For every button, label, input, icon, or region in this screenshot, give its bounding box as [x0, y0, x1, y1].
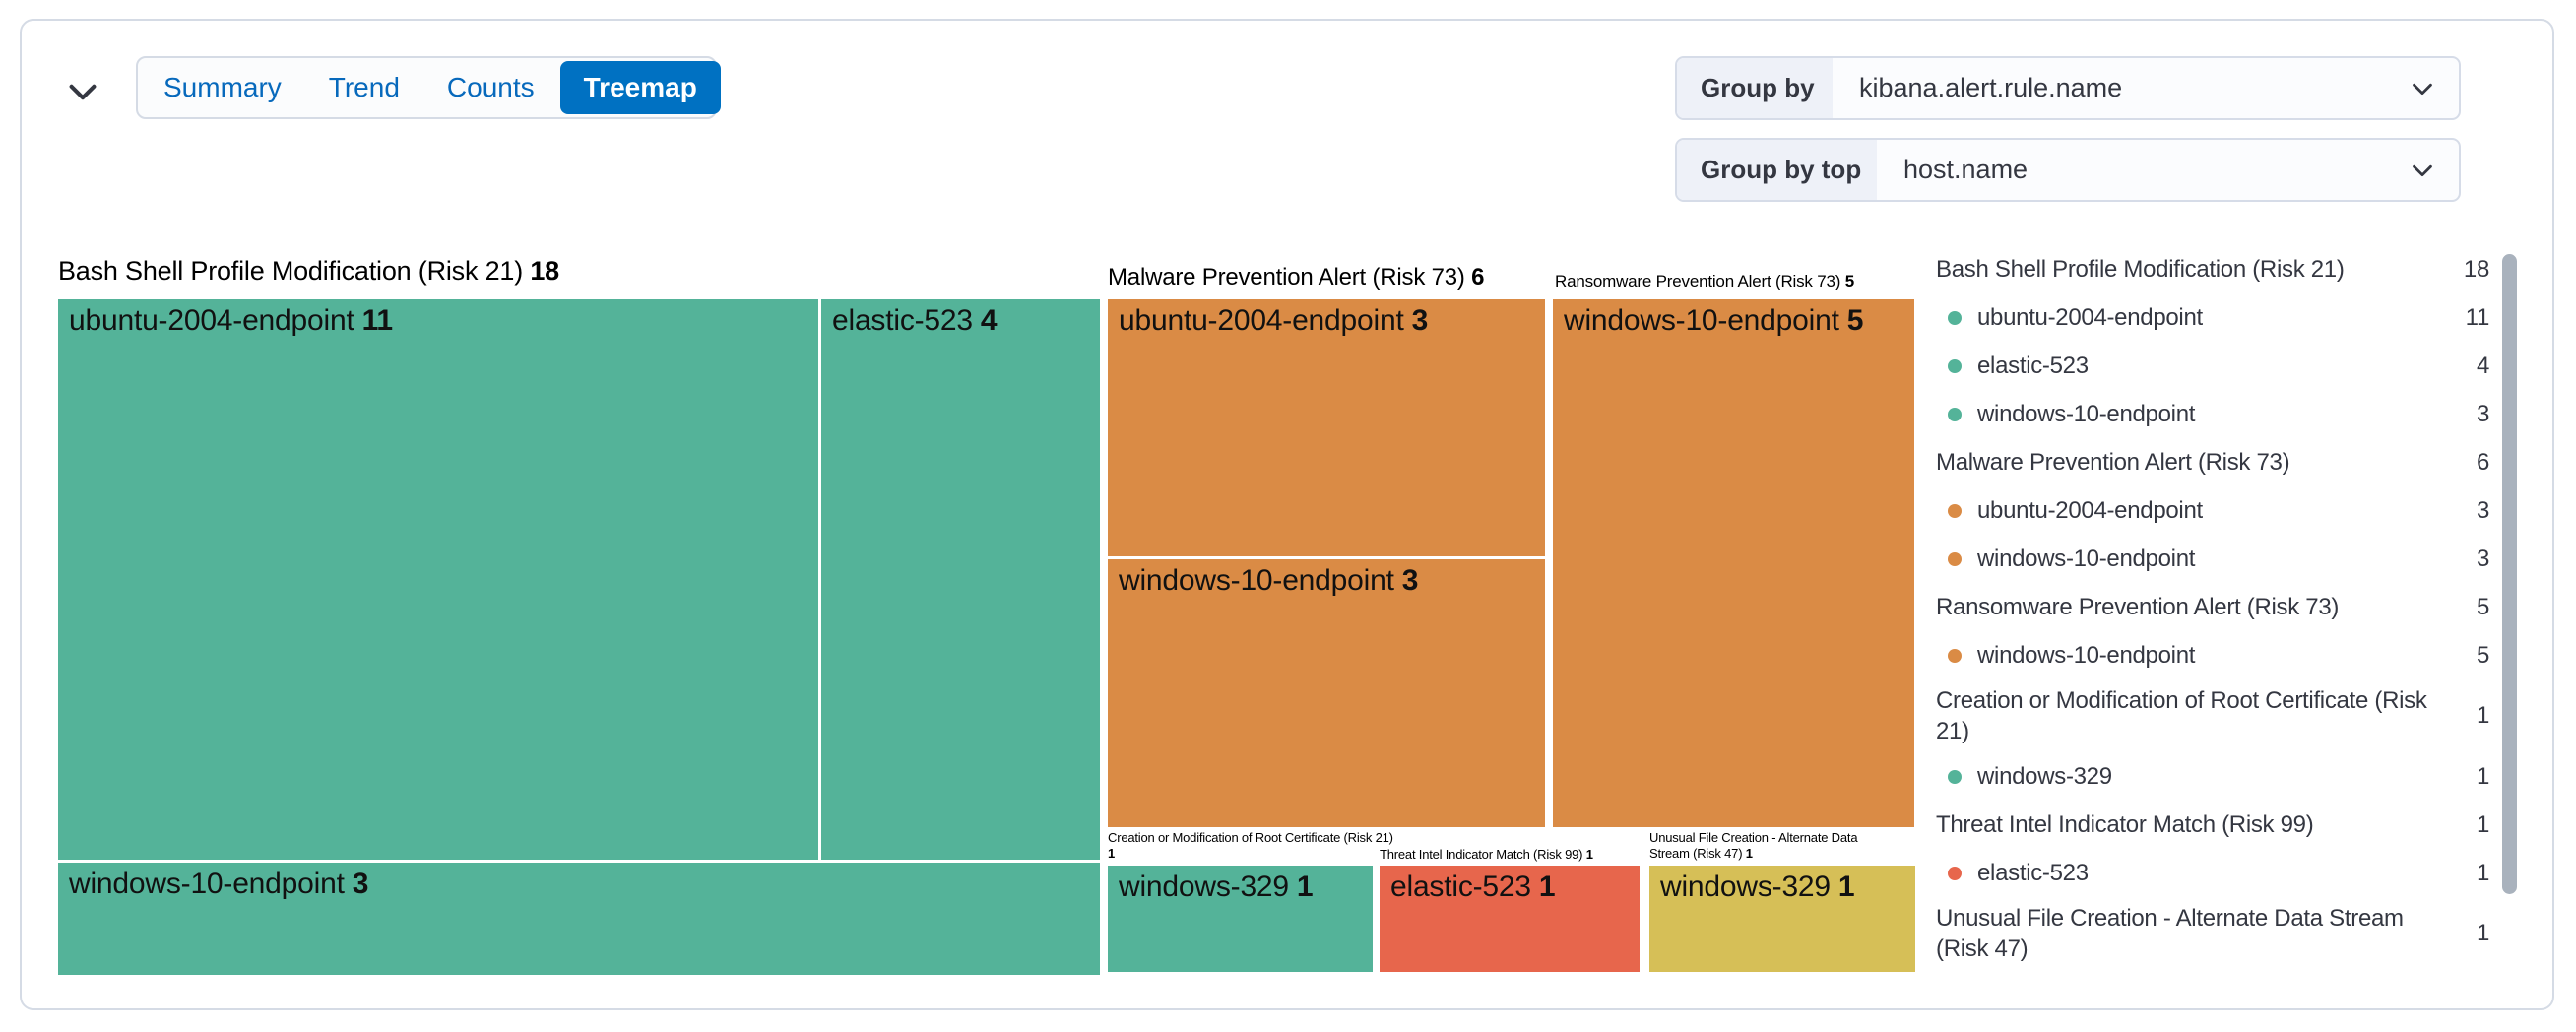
view-mode-button-group: Summary Trend Counts Treemap — [136, 56, 721, 119]
legend-item-row[interactable]: elastic-523 4 — [1936, 342, 2489, 390]
treemap-group-label: Creation or Modification of Root Certifi… — [1108, 830, 1393, 862]
tab-summary[interactable]: Summary — [140, 58, 305, 117]
treemap-legend: Bash Shell Profile Modification (Risk 21… — [1936, 245, 2489, 970]
legend-item-row[interactable]: windows-10-endpoint 3 — [1936, 535, 2489, 583]
chevron-down-icon — [2408, 74, 2437, 103]
legend-dot — [1948, 551, 1962, 566]
legend-item-row[interactable]: elastic-523 1 — [1936, 849, 2489, 897]
legend-header-row: Malware Prevention Alert (Risk 73) 6 — [1936, 448, 2489, 476]
treemap-group-label: Threat Intel Indicator Match (Risk 99) 1 — [1380, 847, 1593, 862]
legend-item-row[interactable]: windows-10-endpoint 3 — [1936, 390, 2489, 438]
group-by-value: kibana.alert.rule.name — [1859, 73, 2123, 102]
treemap-cell[interactable]: windows-329 1 — [1649, 866, 1915, 972]
collapse-panel-button[interactable] — [59, 68, 106, 115]
legend-header-row: Ransomware Prevention Alert (Risk 73) 5 — [1936, 593, 2489, 620]
legend-scrollbar-thumb[interactable] — [2502, 254, 2517, 894]
alerts-visualization-panel: Summary Trend Counts Treemap Group by ki… — [20, 19, 2554, 1010]
legend-dot — [1948, 648, 1962, 663]
tab-trend[interactable]: Trend — [305, 58, 423, 117]
legend-dot — [1948, 407, 1962, 421]
treemap-cell[interactable]: ubuntu-2004-endpoint 3 — [1108, 299, 1545, 556]
legend-dot — [1948, 358, 1962, 373]
group-by-top-select[interactable]: Group by top host.name — [1675, 138, 2461, 202]
group-by-top-label: Group by top — [1677, 140, 1877, 200]
legend-header-row: Creation or Modification of Root Certifi… — [1936, 686, 2489, 744]
legend-dot — [1948, 866, 1962, 880]
legend-header-row: Threat Intel Indicator Match (Risk 99) 1 — [1936, 810, 2489, 838]
legend-header-row: Bash Shell Profile Modification (Risk 21… — [1936, 255, 2489, 283]
group-by-top-value: host.name — [1903, 155, 2029, 184]
treemap-group-label: Unusual File Creation - Alternate Data S… — [1649, 830, 1858, 862]
treemap-cell[interactable]: elastic-523 4 — [821, 299, 1100, 860]
treemap-group-label: Ransomware Prevention Alert (Risk 73) 5 — [1555, 272, 1855, 290]
legend-header-row: Unusual File Creation - Alternate Data S… — [1936, 904, 2489, 962]
tab-counts[interactable]: Counts — [423, 58, 558, 117]
treemap-group-label: Malware Prevention Alert (Risk 73) 6 — [1108, 264, 1485, 290]
legend-item-row[interactable]: ubuntu-2004-endpoint 11 — [1936, 293, 2489, 342]
legend-dot — [1948, 769, 1962, 784]
treemap-cell[interactable]: windows-10-endpoint 3 — [58, 863, 1100, 975]
treemap-cell[interactable]: windows-10-endpoint 3 — [1108, 559, 1545, 827]
treemap-group-label: Bash Shell Profile Modification (Risk 21… — [58, 256, 559, 286]
treemap-cell[interactable]: ubuntu-2004-endpoint 11 — [58, 299, 818, 860]
legend-item-row[interactable]: ubuntu-2004-endpoint 3 — [1936, 486, 2489, 535]
treemap-cell[interactable]: windows-10-endpoint 5 — [1553, 299, 1914, 827]
chevron-down-icon — [64, 73, 101, 110]
treemap-cell[interactable]: windows-329 1 — [1108, 866, 1373, 972]
legend-item-row[interactable]: windows-10-endpoint 5 — [1936, 631, 2489, 679]
chevron-down-icon — [2408, 156, 2437, 185]
treemap-cell[interactable]: elastic-523 1 — [1380, 866, 1640, 972]
legend-dot — [1948, 310, 1962, 325]
tab-treemap[interactable]: Treemap — [559, 61, 721, 114]
group-by-label: Group by — [1677, 58, 1833, 118]
legend-item-row[interactable]: windows-329 1 — [1936, 752, 2489, 801]
legend-dot — [1948, 503, 1962, 518]
group-by-select[interactable]: Group by kibana.alert.rule.name — [1675, 56, 2461, 120]
